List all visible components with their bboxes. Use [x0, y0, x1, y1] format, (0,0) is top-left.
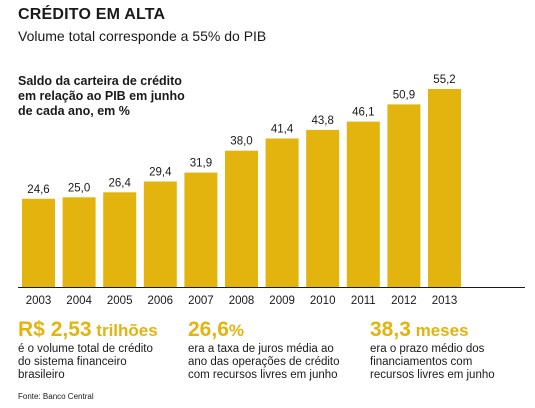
bar-chart: 24,6 2003 25,0 2004 26,4 2005 29,4 2006 31,9 2007… [18, 74, 525, 307]
bar-2012 [387, 104, 421, 288]
bar-2004 [62, 197, 96, 287]
stat-value: R$ 2,53 trilhões [18, 318, 158, 341]
bar-2006 [143, 181, 177, 287]
description-line: Saldo da carteira de crédito [18, 74, 182, 88]
x-tick-label-2013: 2013 [432, 295, 458, 307]
bar-2007 [184, 172, 218, 287]
bar-2013 [428, 89, 461, 287]
data-label-2004: 25,0 [68, 182, 90, 194]
bar-2010 [306, 129, 340, 287]
stat-credit-volume: R$ 2,53 trilhões é o volume total de cré… [18, 318, 178, 382]
bar-2009 [265, 138, 299, 287]
chart-description: Saldo da carteira de crédito em relação … [18, 74, 218, 119]
chart-subtitle: Volume total corresponde a 55% do PIB [18, 28, 267, 44]
data-label-2010: 43,8 [312, 115, 334, 127]
data-label-2006: 29,4 [149, 167, 172, 179]
source-note: Fonte: Banco Central [18, 392, 94, 401]
data-label-2013: 55,2 [433, 74, 455, 86]
stat-interest-rate: 26,6% era a taxa de juros média ao ano d… [188, 318, 348, 382]
bar-2005 [103, 192, 137, 287]
x-tick-label-2006: 2006 [148, 295, 174, 307]
data-label-2003: 24,6 [27, 184, 49, 196]
bar-2008 [225, 150, 258, 287]
data-label-2012: 50,9 [393, 89, 415, 101]
stat-description: era a taxa de juros média ao ano das ope… [188, 343, 340, 381]
stat-average-term: 38,3 meses era o prazo médio dos financi… [370, 318, 530, 382]
x-tick-label-2008: 2008 [229, 295, 255, 307]
stat-value: 38,3 meses [370, 318, 469, 341]
description-line: de cada ano, em % [18, 104, 130, 118]
data-label-2011: 46,1 [352, 107, 374, 119]
x-tick-label-2010: 2010 [310, 295, 336, 307]
x-tick-label-2003: 2003 [26, 295, 52, 307]
x-tick-label-2009: 2009 [269, 295, 295, 307]
x-tick-label-2012: 2012 [391, 295, 417, 307]
data-label-2005: 26,4 [109, 177, 132, 189]
bar-2011 [346, 121, 380, 287]
x-tick-label-2005: 2005 [107, 295, 133, 307]
description-line: em relação ao PIB em junho [18, 89, 185, 103]
bar-2003 [22, 198, 55, 287]
x-tick-label-2011: 2011 [351, 295, 376, 307]
stat-description: é o volume total de crédito do sistema f… [18, 343, 153, 381]
data-label-2007: 31,9 [190, 158, 212, 170]
x-tick-label-2007: 2007 [188, 295, 214, 307]
data-label-2009: 41,4 [271, 124, 294, 136]
x-tick-label-2004: 2004 [66, 295, 92, 307]
stat-description: era o prazo médio dos financiamentos com… [370, 343, 495, 381]
chart-title: CRÉDITO EM ALTA [18, 6, 166, 23]
stat-value: 26,6% [188, 318, 244, 341]
data-label-2008: 38,0 [230, 136, 252, 148]
